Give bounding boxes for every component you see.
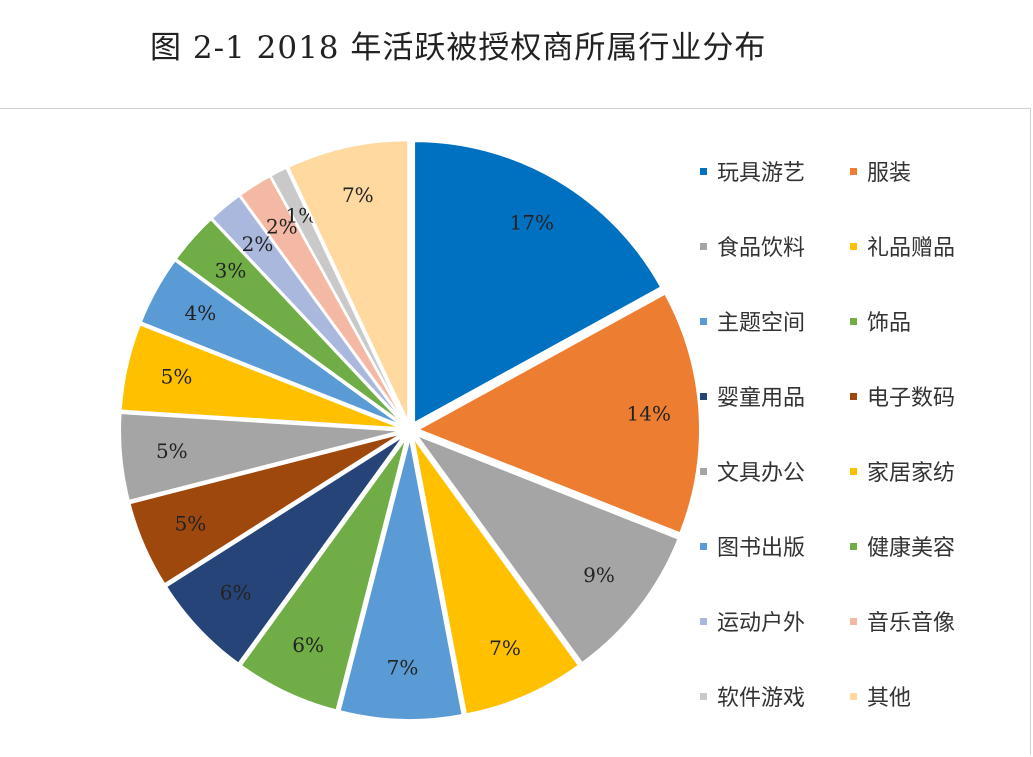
- pie-slice-12: [210, 194, 406, 425]
- pie-data-label-1: 14%: [627, 401, 671, 425]
- pie-data-label-3: 7%: [489, 636, 521, 660]
- legend-item: 运动户外: [700, 605, 805, 637]
- legend-label: 食品饮料: [717, 236, 806, 261]
- legend-item: 电子数码: [850, 380, 955, 412]
- legend-swatch: [850, 167, 857, 175]
- legend-item: 玩具游艺: [700, 155, 805, 187]
- legend-label: 服装: [867, 161, 912, 186]
- legend-item: 家居家纺: [850, 455, 955, 487]
- pie-data-label-8: 5%: [156, 439, 188, 463]
- legend-label: 图书出版: [717, 536, 806, 561]
- pie-slice-6: [164, 434, 405, 666]
- legend-label: 电子数码: [867, 386, 956, 411]
- legend-item: 食品饮料: [700, 230, 805, 262]
- legend-swatch: [850, 542, 857, 550]
- legend-swatch: [700, 392, 707, 400]
- legend-item: 文具办公: [700, 455, 805, 487]
- legend-swatch: [700, 167, 707, 175]
- legend-label: 其他: [867, 686, 912, 711]
- legend-item: 图书出版: [700, 530, 805, 562]
- legend-item: 健康美容: [850, 530, 955, 562]
- pie-data-label-11: 3%: [215, 258, 247, 282]
- pie-data-label-10: 4%: [184, 301, 216, 325]
- legend-swatch: [850, 242, 857, 250]
- pie-slice-14: [269, 166, 408, 424]
- legend-label: 家居家纺: [867, 461, 956, 486]
- pie-data-label-9: 5%: [161, 364, 193, 388]
- legend-label: 音乐音像: [867, 611, 956, 636]
- pie-data-label-7: 5%: [175, 512, 207, 536]
- pie-slice-5: [239, 436, 408, 712]
- legend-swatch: [700, 692, 707, 700]
- pie-slice-1: [415, 292, 701, 535]
- legend-item: 婴童用品: [700, 380, 805, 412]
- pie-slice-2: [413, 432, 680, 665]
- legend-swatch: [850, 467, 857, 475]
- legend-label: 主题空间: [717, 311, 806, 336]
- pie-slice-9: [119, 323, 403, 430]
- legend-item: 其他: [850, 680, 911, 712]
- legend-item: 音乐音像: [850, 605, 955, 637]
- pie-slice-3: [412, 436, 581, 716]
- chart-title: 图 2-1 2018 年活跃被授权商所属行业分布: [150, 30, 767, 66]
- legend-item: 主题空间: [700, 305, 805, 337]
- legend-label: 软件游戏: [717, 686, 806, 711]
- legend-label: 玩具游艺: [717, 161, 806, 186]
- pie-slice-15: [286, 139, 410, 423]
- pie-data-label-12: 2%: [242, 232, 274, 256]
- pie-data-label-2: 9%: [583, 563, 615, 587]
- legend-label: 运动户外: [717, 611, 806, 636]
- legend-swatch: [850, 317, 857, 325]
- legend-label: 文具办公: [717, 461, 806, 486]
- pie-data-label-13: 2%: [266, 215, 298, 239]
- legend-label: 饰品: [867, 311, 912, 336]
- legend-label: 礼品赠品: [867, 236, 956, 261]
- pie-slice-7: [128, 432, 404, 586]
- legend-swatch: [700, 317, 707, 325]
- legend-item: 服装: [850, 155, 911, 187]
- pie-slice-4: [338, 437, 464, 721]
- legend-swatch: [700, 242, 707, 250]
- pie-slice-0: [413, 140, 663, 425]
- pie-slice-10: [139, 258, 404, 428]
- legend-item: 礼品赠品: [850, 230, 955, 262]
- pie-data-label-0: 17%: [510, 211, 554, 235]
- legend-swatch: [850, 392, 857, 400]
- legend-swatch: [850, 617, 857, 625]
- pie-data-label-15: 7%: [342, 183, 374, 207]
- legend-item: 饰品: [850, 305, 911, 337]
- pie-data-label-5: 6%: [292, 633, 324, 657]
- pie-slice-11: [174, 217, 405, 426]
- legend-label: 婴童用品: [717, 386, 806, 411]
- legend-swatch: [700, 467, 707, 475]
- pie-slice-8: [119, 411, 403, 503]
- legend-label: 健康美容: [867, 536, 956, 561]
- legend-swatch: [700, 542, 707, 550]
- legend-item: 软件游戏: [700, 680, 805, 712]
- legend-swatch: [700, 617, 707, 625]
- legend-swatch: [850, 692, 857, 700]
- chart-frame: [0, 108, 1031, 755]
- pie-data-label-4: 7%: [387, 656, 419, 680]
- pie-data-label-6: 6%: [220, 580, 252, 604]
